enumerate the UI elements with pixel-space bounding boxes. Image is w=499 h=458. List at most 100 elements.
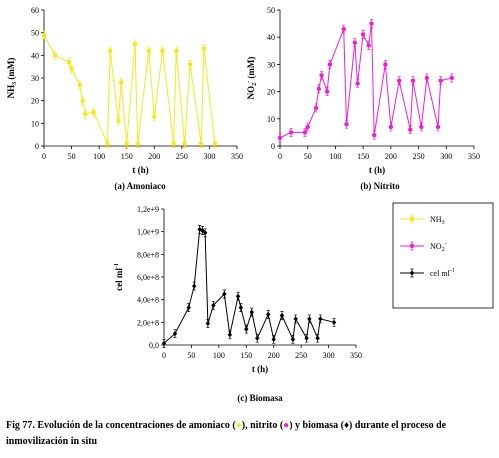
error-bar [419,122,423,132]
error-bar [289,128,293,137]
error-bar [410,214,414,224]
y-axis-title: NH3 (mM) [6,58,18,99]
error-bar [228,330,232,340]
error-bar [306,122,310,132]
y-tick-label: 50 [31,29,39,38]
x-tick-label: 200 [268,351,280,360]
x-tick-label: 0 [162,351,166,360]
error-bar [369,19,373,28]
error-bar [200,226,204,235]
error-bar [92,107,96,117]
error-bar [188,60,192,69]
x-tick-label: 150 [357,152,369,161]
error-bar [342,24,346,34]
error-bar [317,84,321,94]
x-tick-label: 100 [93,152,105,161]
x-tick-label: 200 [148,152,160,161]
x-tick-label: 350 [468,152,480,161]
x-tick-label: 300 [440,152,452,161]
y-tick-label: 60 [31,6,39,15]
error-bar [236,291,240,301]
y-tick-label: 10 [31,119,39,128]
x-tick-label: 350 [231,152,243,161]
error-bar [305,333,309,343]
caption-part1: Fig 77. Evolución de la concentraciones … [6,420,236,431]
error-bar [291,334,295,344]
error-bar [328,60,332,69]
caption-part3: ) y biomasa ( [289,420,344,431]
x-tick-label: 50 [68,152,76,161]
error-bar [294,314,298,324]
error-bar [222,289,226,299]
error-bar [173,329,177,339]
y-tick-label: 6,0e+8 [137,273,159,282]
x-tick-label: 250 [413,152,425,161]
error-bar [202,44,206,53]
y-tick-label: 10 [267,115,275,124]
error-bar [136,139,140,149]
error-bar [345,119,349,129]
error-bar [250,307,254,317]
y-tick-label: 40 [31,51,39,60]
error-bar [307,314,311,324]
error-bar [389,122,393,132]
y-tick-label: 20 [267,88,275,97]
series-line [279,23,452,139]
error-bar [53,50,57,60]
x-axis-title: t (h) [369,165,385,175]
y-tick-label: 0 [271,142,275,151]
y-tick-label: 30 [31,74,39,83]
error-bar [198,225,202,234]
caption-part2: ), nitrito ( [241,420,284,431]
chart-panel-c: 0 50 100 150 200 250 300 350 0,0 2,0e+8 4,0e+8 6,0e… [114,205,362,403]
chart-panel-a: 0 50 100 150 200 250 300 350 0 10 20 30 40 50 60 t (h) N… [6,6,243,191]
error-bar [172,139,176,149]
error-bar [78,80,82,90]
error-bar [174,46,178,56]
error-bar [147,46,151,56]
error-bar [411,76,415,86]
x-tick-label: 50 [304,152,312,161]
series-line [163,228,335,344]
nitrite-marker-icon: ● [283,420,290,431]
x-tick-label: 100 [213,351,225,360]
x-tick-label: 300 [203,152,215,161]
chart-subtitle: (c) Biomasa [237,393,283,403]
error-bar [325,87,329,96]
error-bar [361,30,365,39]
error-bar [119,78,123,87]
error-bar [450,73,454,83]
error-bar [108,46,112,56]
error-bar [81,96,85,106]
y-tick-label: 20 [31,97,39,106]
x-axis-title: t (h) [252,364,268,374]
y-axis-title: NO2- (mM) [246,57,258,100]
y-tick-label: 8,0e+8 [137,250,159,259]
error-bar [436,122,440,132]
error-bar [183,139,187,149]
x-tick-label: 200 [385,152,397,161]
x-tick-label: 50 [187,351,195,360]
error-bar [278,133,282,143]
error-bar [303,128,307,137]
ammonia-marker-icon: ● [235,420,242,431]
legend-label: NH3 [430,215,445,226]
error-bar [397,76,401,86]
y-tick-label: 0,0 [149,341,159,350]
y-tick-label: 1,0e+9 [137,228,159,237]
error-bar [255,333,259,343]
chart-subtitle: (a) Amoniaco [114,181,166,191]
x-tick-label: 0 [278,152,282,161]
chart-panel-b: 0 50 100 150 200 250 300 350 0 10 20 30 40 50 t (h) NO2… [246,6,480,191]
error-bar [356,79,360,88]
x-tick-label: 350 [350,351,362,360]
error-bar [239,303,243,312]
error-bar [280,311,284,320]
error-bar [211,300,215,310]
error-bar [383,60,387,69]
error-bar [425,73,429,83]
error-bar [67,57,71,67]
legend-label: NO2- [430,241,447,253]
x-tick-label: 100 [329,152,341,161]
